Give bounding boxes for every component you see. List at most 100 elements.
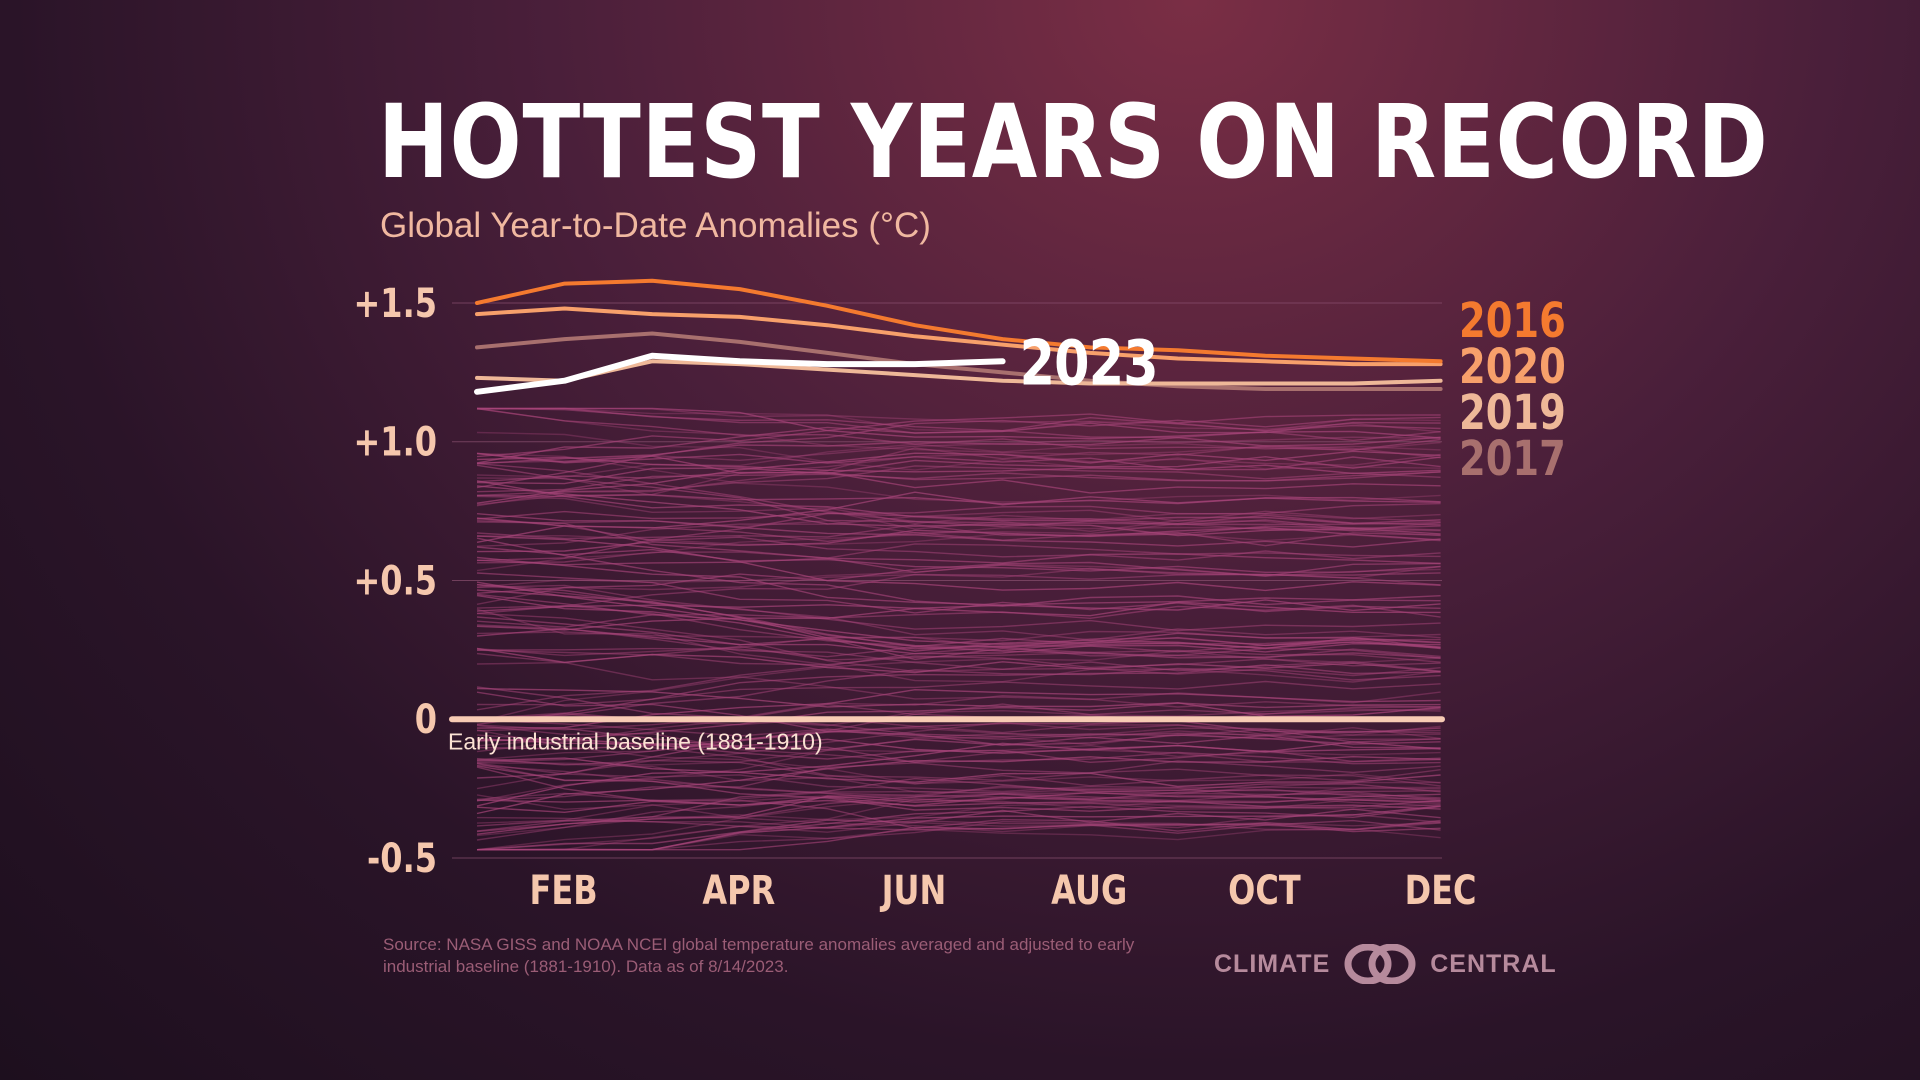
series-line-2019: [475, 359, 1443, 386]
brand: CLIMATE CENTRAL: [1214, 944, 1557, 984]
background-year-line: [476, 442, 1441, 478]
background-year-line: [476, 624, 1441, 672]
background-year-line: [476, 734, 1441, 751]
background-year-line: [476, 583, 1441, 650]
background-year-line: [476, 543, 1441, 564]
background-year-line: [476, 453, 1441, 471]
background-year-line: [476, 765, 1441, 812]
climate-central-logo-icon: [1344, 944, 1416, 984]
background-year-line: [476, 786, 1441, 824]
background-year-line: [476, 573, 1441, 615]
series-label-2023: 2023: [1020, 327, 1158, 399]
background-year-line: [476, 645, 1441, 663]
legend-label-2020: 2020: [1459, 340, 1566, 395]
background-year-line: [476, 791, 1441, 835]
baseline-label: Early industrial baseline (1881-1910): [448, 728, 823, 754]
background-year-line: [476, 526, 1441, 553]
background-year-line: [476, 630, 1441, 642]
background-year-line: [476, 664, 1441, 725]
background-year-line: [476, 725, 1441, 761]
background-year-line: [476, 456, 1441, 475]
background-year-line: [476, 510, 1441, 526]
background-year-line: [476, 471, 1441, 493]
background-year-line: [476, 494, 1441, 525]
background-year-line: [477, 407, 1441, 433]
background-year-line: [476, 509, 1441, 547]
series-line-2017: [475, 331, 1443, 391]
chart-subtitle: Global Year-to-Date Anomalies (°C): [380, 206, 931, 245]
baseline-group: Early industrial baseline (1881-1910): [448, 716, 1445, 754]
x-tick-label: JUN: [879, 866, 946, 913]
background-year-line: [476, 686, 1441, 743]
series-line-2016: [475, 278, 1443, 364]
y-tick-label: -0.5: [367, 834, 437, 881]
x-tick-label: AUG: [1051, 866, 1127, 913]
background-year-line: [476, 513, 1441, 548]
background-year-line: [476, 517, 1441, 547]
background-year-line: [476, 742, 1441, 807]
x-axis-ticks: FEB APR JUN AUG OCT DEC: [530, 866, 1477, 913]
x-tick-label: OCT: [1228, 866, 1301, 913]
background-year-line: [476, 708, 1441, 753]
background-year-line: [476, 687, 1441, 718]
y-tick-label: +1.0: [353, 418, 437, 465]
background-year-line: [476, 584, 1441, 641]
background-year-line: [476, 650, 1441, 723]
brand-right: CENTRAL: [1430, 949, 1557, 978]
background-year-line: [476, 777, 1441, 833]
background-year-line: [476, 616, 1441, 661]
background-year-line: [476, 407, 1441, 456]
background-year-line: [476, 797, 1441, 851]
background-year-line: [476, 702, 1441, 742]
background-year-line: [476, 729, 1441, 785]
background-year-line: [476, 604, 1441, 652]
background-year-line: [476, 646, 1441, 659]
background-year-line: [476, 719, 1441, 741]
y-tick-label: +0.5: [353, 557, 437, 604]
brand-left: CLIMATE: [1214, 949, 1331, 978]
background-year-line: [476, 421, 1441, 464]
legend-label-2016: 2016: [1459, 294, 1566, 349]
x-tick-label: APR: [702, 866, 775, 913]
background-year-line: [476, 452, 1441, 503]
background-year-line: [476, 691, 1441, 746]
background-year-line: [476, 608, 1441, 683]
background-year-lines: [476, 407, 1441, 851]
background-year-line: [476, 661, 1441, 704]
background-year-line: [476, 480, 1441, 505]
background-year-line: [476, 462, 1441, 526]
background-year-line: [476, 721, 1441, 790]
background-year-line: [476, 563, 1441, 588]
background-year-line: [476, 413, 1441, 458]
x-tick-label: DEC: [1405, 866, 1477, 913]
background-year-line: [476, 465, 1441, 497]
background-year-line: [476, 455, 1441, 485]
series-line-2023: [474, 352, 1006, 395]
background-year-line: [476, 556, 1441, 606]
background-year-line: [476, 636, 1441, 657]
highlighted-series: 2023: [474, 278, 1443, 400]
background-year-line: [476, 766, 1441, 832]
background-year-line: [476, 553, 1441, 566]
background-year-line: [476, 464, 1441, 530]
background-year-line: [476, 757, 1441, 795]
background-year-line: [476, 793, 1441, 807]
background-year-line: [476, 445, 1441, 507]
legend-label-2019: 2019: [1459, 386, 1566, 441]
background-year-line: [476, 680, 1441, 706]
background-year-line: [476, 416, 1441, 489]
background-year-line: [476, 584, 1441, 632]
background-year-line: [476, 667, 1441, 721]
background-year-line: [476, 612, 1441, 677]
background-year-line: [476, 762, 1441, 802]
background-year-line: [476, 755, 1441, 815]
background-year-line: [476, 726, 1441, 747]
gridlines: [452, 302, 1442, 859]
background-year-line: [476, 601, 1441, 631]
background-year-line: [476, 572, 1441, 614]
background-year-line: [476, 828, 1441, 851]
background-year-line: [476, 523, 1441, 540]
y-axis-ticks: +1.5 +1.0 +0.5 0 -0.5: [353, 279, 437, 881]
background-year-line: [477, 820, 1441, 851]
